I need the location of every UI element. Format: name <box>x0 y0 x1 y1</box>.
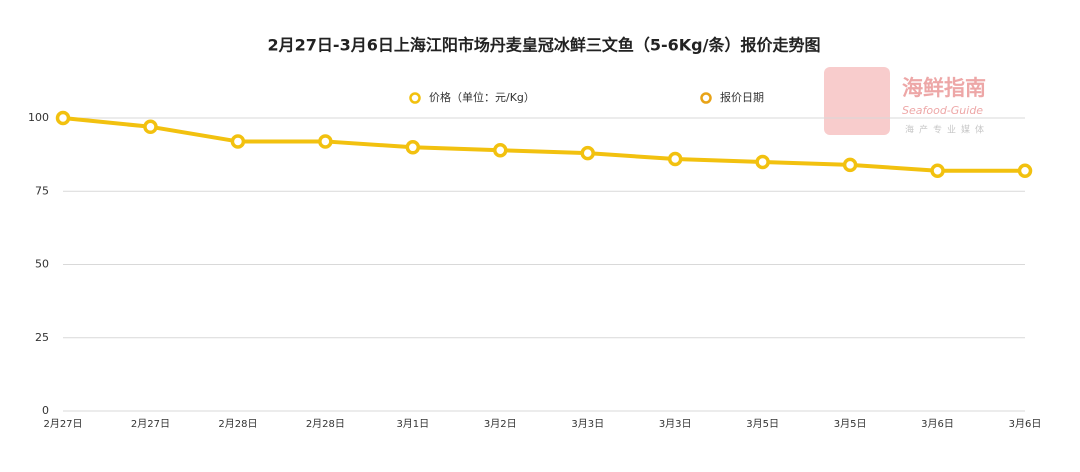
data-point <box>318 134 333 149</box>
watermark-logo <box>824 67 890 135</box>
legend-label: 报价日期 <box>720 90 764 104</box>
data-point <box>755 154 770 170</box>
x-tick-label: 3月1日 <box>396 418 429 430</box>
x-tick-label: 3月5日 <box>834 418 867 430</box>
y-tick-label: 25 <box>35 331 49 344</box>
data-point <box>842 157 858 173</box>
data-point <box>143 119 158 135</box>
x-tick-label: 2月27日 <box>43 418 82 430</box>
data-point <box>1017 163 1033 178</box>
watermark-tagline: 海产专业媒体 <box>905 124 989 136</box>
data-point <box>493 142 508 158</box>
x-tick-label: 3月3日 <box>659 418 692 430</box>
legend-marker <box>700 92 712 104</box>
y-tick-label: 50 <box>35 258 49 271</box>
legend-marker <box>409 92 421 104</box>
y-tick-label: 75 <box>35 184 49 197</box>
x-tick-label: 3月5日 <box>746 418 779 430</box>
data-point <box>667 151 683 167</box>
watermark-title: 海鲜指南 <box>902 76 986 100</box>
data-point <box>230 134 246 149</box>
x-tick-label: 2月28日 <box>306 418 345 430</box>
x-tick-label: 3月2日 <box>484 418 517 430</box>
x-tick-label: 3月6日 <box>1009 418 1042 430</box>
x-tick-label: 2月27日 <box>131 418 170 430</box>
watermark-subtitle: Seafood-Guide <box>902 104 983 117</box>
data-point <box>930 163 945 178</box>
legend-label: 价格（单位：元/Kg） <box>429 90 535 104</box>
y-tick-label: 100 <box>28 111 49 124</box>
x-tick-label: 3月3日 <box>571 418 604 430</box>
y-tick-label: 0 <box>42 404 49 417</box>
data-point <box>580 145 595 161</box>
series-line <box>62 116 1025 173</box>
data-point <box>55 110 71 126</box>
x-tick-label: 2月28日 <box>218 418 257 430</box>
x-tick-label: 3月6日 <box>921 418 954 430</box>
chart-title: 2月27日-3月6日上海江阳市场丹麦皇冠冰鲜三文鱼（5-6Kg/条）报价走势图 <box>268 36 821 55</box>
data-point <box>405 140 421 155</box>
